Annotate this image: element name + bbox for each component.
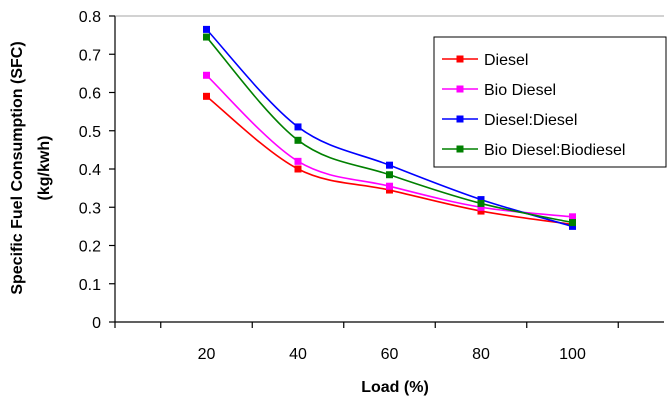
data-point <box>294 157 302 165</box>
y-axis-title-line1: Specific Fuel Consumption (SFC) <box>9 41 26 294</box>
series-layer <box>203 25 576 230</box>
legend-item: Bio Diesel:Biodiesel <box>442 142 625 159</box>
legend: Diesel Bio Diesel Diesel:Diesel Bio Diesel:… <box>433 36 667 168</box>
data-point <box>294 165 302 173</box>
x-tick-label: 80 <box>472 346 490 363</box>
data-point <box>569 222 576 230</box>
legend-label: Diesel:Diesel <box>484 112 577 129</box>
legend-item: Diesel <box>442 52 528 69</box>
legend-marker <box>456 145 464 153</box>
y-tick-label: 0.7 <box>79 47 101 64</box>
y-ticks: 0 0.1 0.2 0.3 0.4 0.5 0.6 0.7 0.8 <box>79 9 115 332</box>
data-point <box>386 186 393 194</box>
y-axis-title: Specific Fuel Consumption (SFC) (kg/kwh) <box>9 41 53 294</box>
legend-marker <box>456 55 464 63</box>
legend-item: Diesel:Diesel <box>442 112 577 129</box>
legend-marker <box>456 115 464 123</box>
data-point <box>386 161 393 169</box>
x-tick-label: 100 <box>559 346 586 363</box>
series-bio-diesel <box>203 71 576 221</box>
data-point <box>203 33 210 41</box>
x-axis-title: Load (%) <box>361 379 429 396</box>
series-line <box>205 36 573 224</box>
x-tick-label: 20 <box>198 346 216 363</box>
legend-label: Bio Diesel <box>484 82 556 99</box>
data-point <box>477 207 485 215</box>
data-point <box>203 71 210 79</box>
data-point <box>294 123 302 131</box>
data-point <box>477 196 485 204</box>
x-tick-label: 40 <box>289 346 307 363</box>
data-point <box>386 182 393 190</box>
y-tick-label: 0.5 <box>79 124 101 141</box>
series-diesel-diesel <box>203 25 576 230</box>
data-point <box>569 213 576 221</box>
y-tick-label: 0.2 <box>79 239 101 256</box>
data-point <box>203 25 210 33</box>
data-point <box>203 92 210 100</box>
y-axis-title-line2: (kg/kwh) <box>36 136 53 201</box>
y-tick-label: 0.6 <box>79 86 101 103</box>
y-tick-label: 0 <box>92 315 101 332</box>
legend-marker <box>456 85 464 93</box>
data-point <box>569 219 576 227</box>
legend-label: Diesel <box>484 52 528 69</box>
data-point <box>294 136 302 144</box>
data-point <box>477 199 485 207</box>
legend-item: Bio Diesel <box>442 82 556 99</box>
y-tick-label: 0.4 <box>79 162 101 179</box>
data-point <box>386 171 393 179</box>
y-tick-label: 0.3 <box>79 200 101 217</box>
series-bio-diesel-biodiesel <box>203 33 576 227</box>
y-tick-label: 0.8 <box>79 9 101 26</box>
x-tick-label: 60 <box>381 346 399 363</box>
x-ticks: 20 40 60 80 100 <box>114 322 619 363</box>
legend-label: Bio Diesel:Biodiesel <box>484 142 625 159</box>
series-line <box>205 28 573 228</box>
y-tick-label: 0.1 <box>79 277 101 294</box>
data-point <box>477 203 485 211</box>
